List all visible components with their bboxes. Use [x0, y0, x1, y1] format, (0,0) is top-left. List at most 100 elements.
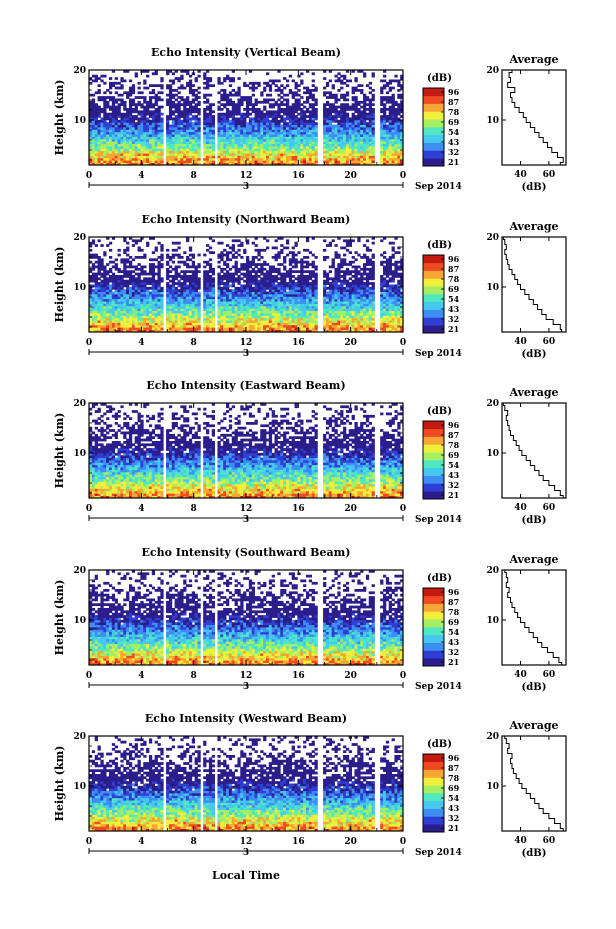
x-tick-label: 12 [240, 837, 253, 847]
x-tick-label: 20 [344, 338, 357, 348]
colorbar-tick-label: 96 [448, 753, 460, 763]
y-tick-label: 20 [73, 233, 86, 243]
colorbar-unit: (dB) [427, 406, 452, 417]
colorbar-segment [423, 611, 444, 620]
x-tick-label: 12 [240, 504, 253, 514]
date-label: Sep 2014 [415, 515, 462, 525]
x-tick-label: 4 [138, 837, 144, 847]
colorbar-tick-label: 54 [448, 460, 460, 470]
colorbar-segment [423, 103, 444, 112]
x-tick-label: 8 [191, 504, 197, 514]
colorbar-segment [423, 255, 444, 264]
date-day-label: 3 [243, 848, 249, 858]
y-tick-label: 20 [73, 399, 86, 409]
x-tick-label: 12 [240, 338, 253, 348]
heatmap-cells [89, 570, 404, 666]
colorbar-tick-label: 96 [448, 587, 460, 597]
x-tick-label: 8 [191, 671, 197, 681]
colorbar-unit: (dB) [427, 73, 452, 84]
y-axis-label: Height (km) [53, 80, 66, 156]
panel-title: Echo Intensity (Eastward Beam) [146, 379, 345, 392]
colorbar-segment [423, 793, 444, 802]
avg-x-tick-label: 60 [543, 836, 556, 846]
colorbar-segment [423, 95, 444, 104]
x-tick-label: 12 [240, 171, 253, 181]
avg-x-tick-label: 60 [543, 503, 556, 513]
y-tick-label: 10 [73, 616, 86, 626]
panel-title: Echo Intensity (Vertical Beam) [151, 46, 341, 59]
x-tick-label: 16 [292, 504, 305, 514]
y-tick-label: 10 [73, 449, 86, 459]
colorbar-tick-label: 32 [448, 314, 459, 324]
colorbar-segment [423, 483, 444, 492]
x-tick-label: 4 [138, 504, 144, 514]
colorbar-segment [423, 627, 444, 636]
date-label: Sep 2014 [415, 848, 462, 858]
x-tick-label: 0 [400, 338, 406, 348]
colorbar-segment [423, 286, 444, 295]
avg-x-tick-label: 40 [514, 503, 527, 513]
colorbar-tick-label: 96 [448, 254, 460, 264]
colorbar-segment [423, 603, 444, 612]
colorbar-segment [423, 111, 444, 120]
colorbar-tick-label: 32 [448, 647, 459, 657]
average-title: Average [508, 53, 558, 66]
date-day-label: 3 [243, 349, 249, 359]
average-frame [501, 569, 567, 666]
colorbar-tick-label: 54 [448, 127, 460, 137]
colorbar-segment [423, 262, 444, 271]
average-frame [501, 735, 567, 832]
colorbar-segment [423, 785, 444, 794]
colorbar-segment [423, 452, 444, 461]
colorbar-tick-label: 32 [448, 480, 459, 490]
y-tick-label: 10 [73, 782, 86, 792]
x-tick-label: 0 [400, 504, 406, 514]
colorbar-tick-label: 21 [448, 324, 459, 334]
x-tick-label: 0 [86, 671, 92, 681]
y-tick-label: 20 [73, 732, 86, 742]
colorbar-tick-label: 21 [448, 823, 459, 833]
colorbar-segment [423, 658, 444, 667]
y-tick-label: 10 [73, 283, 86, 293]
avg-y-tick-label: 10 [486, 782, 499, 792]
colorbar-tick-label: 43 [448, 304, 460, 314]
y-axis-label: Height (km) [53, 746, 66, 822]
heatmap-cells [89, 403, 404, 499]
average-title: Average [508, 719, 558, 732]
colorbar-segment [423, 317, 444, 326]
colorbar-segment [423, 634, 444, 643]
average-title: Average [508, 386, 558, 399]
colorbar-segment [423, 119, 444, 128]
colorbar-unit: (dB) [427, 573, 452, 584]
colorbar-segment [423, 294, 444, 303]
colorbar-tick-label: 87 [448, 597, 459, 607]
avg-x-tick-label: 60 [543, 170, 556, 180]
colorbar-tick-label: 78 [448, 440, 460, 450]
average-profile-line [504, 736, 564, 831]
x-tick-label: 20 [344, 504, 357, 514]
colorbar-segment [423, 642, 444, 651]
colorbar-tick-label: 87 [448, 430, 459, 440]
x-tick-label: 16 [292, 171, 305, 181]
colorbar-segment [423, 777, 444, 786]
x-tick-label: 16 [292, 837, 305, 847]
colorbar-segment [423, 824, 444, 833]
colorbar-tick-label: 43 [448, 470, 460, 480]
colorbar-segment [423, 309, 444, 318]
date-label: Sep 2014 [415, 682, 462, 692]
colorbar-segment [423, 754, 444, 763]
x-tick-label: 0 [400, 671, 406, 681]
avg-y-tick-label: 10 [486, 449, 499, 459]
colorbar-tick-label: 54 [448, 627, 460, 637]
colorbar-segment [423, 650, 444, 659]
colorbar-segment [423, 761, 444, 770]
colorbar-tick-label: 69 [448, 617, 460, 627]
avg-y-tick-label: 20 [486, 566, 499, 576]
x-tick-label: 0 [86, 837, 92, 847]
heatmap-cells [89, 70, 404, 166]
average-profile-line [502, 237, 563, 332]
x-tick-label: 0 [400, 171, 406, 181]
y-axis-label: Height (km) [53, 413, 66, 489]
colorbar-segment [423, 150, 444, 159]
